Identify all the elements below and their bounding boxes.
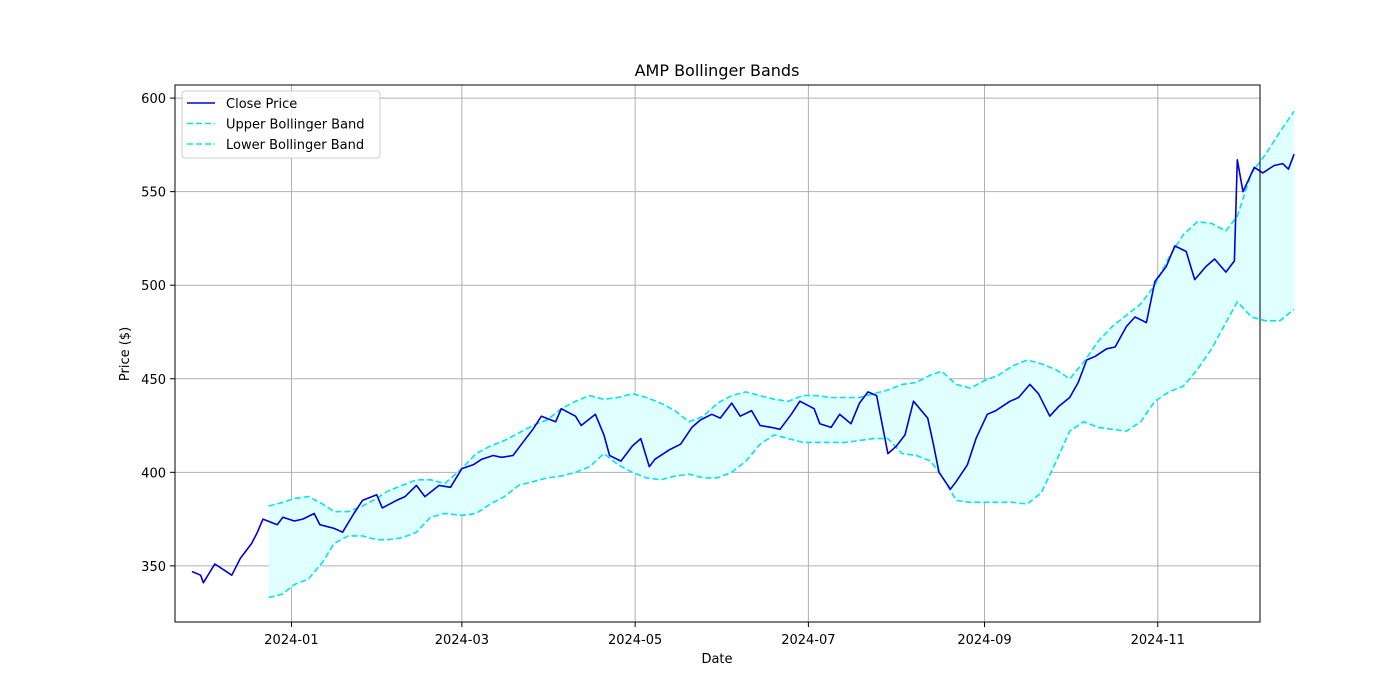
legend-upper-band-label: Upper Bollinger Band xyxy=(226,118,365,133)
grid xyxy=(175,85,1260,622)
series-layer xyxy=(191,110,1295,599)
x-axis-label: Date xyxy=(701,652,732,667)
upper-band-line xyxy=(268,110,1295,513)
plot-area-frame xyxy=(174,84,1261,623)
x-tick-label: 2024-09 xyxy=(957,633,1011,648)
y-tick-label: 350 xyxy=(141,560,166,575)
lower-band-line xyxy=(268,301,1295,599)
y-axis-label: Price ($) xyxy=(118,327,133,381)
y-tick-label: 600 xyxy=(141,92,166,107)
y-tick-label: 500 xyxy=(141,279,166,294)
legend-box xyxy=(181,90,381,159)
legend: Close Price Upper Bollinger Band Lower Bol… xyxy=(181,90,381,159)
x-tick-label: 2024-05 xyxy=(608,633,662,648)
close-price-line xyxy=(191,153,1295,584)
x-tick-label: 2024-03 xyxy=(435,633,489,648)
y-tick-label: 400 xyxy=(141,466,166,481)
chart-title: AMP Bollinger Bands xyxy=(635,61,800,80)
x-tick-label: 2024-01 xyxy=(264,633,318,648)
y-axis: 350 400 450 500 550 600 xyxy=(141,92,175,575)
y-tick-label: 450 xyxy=(141,373,166,388)
x-axis: 2024-01 2024-03 2024-05 2024-07 2024-09 2024-… xyxy=(264,622,1185,648)
x-tick-label: 2024-07 xyxy=(781,633,835,648)
legend-close-price-label: Close Price xyxy=(226,97,297,112)
x-tick-label: 2024-11 xyxy=(1131,633,1185,648)
y-tick-label: 550 xyxy=(141,186,166,201)
legend-lower-band-label: Lower Bollinger Band xyxy=(226,138,364,153)
bollinger-band-fill xyxy=(268,111,1295,598)
